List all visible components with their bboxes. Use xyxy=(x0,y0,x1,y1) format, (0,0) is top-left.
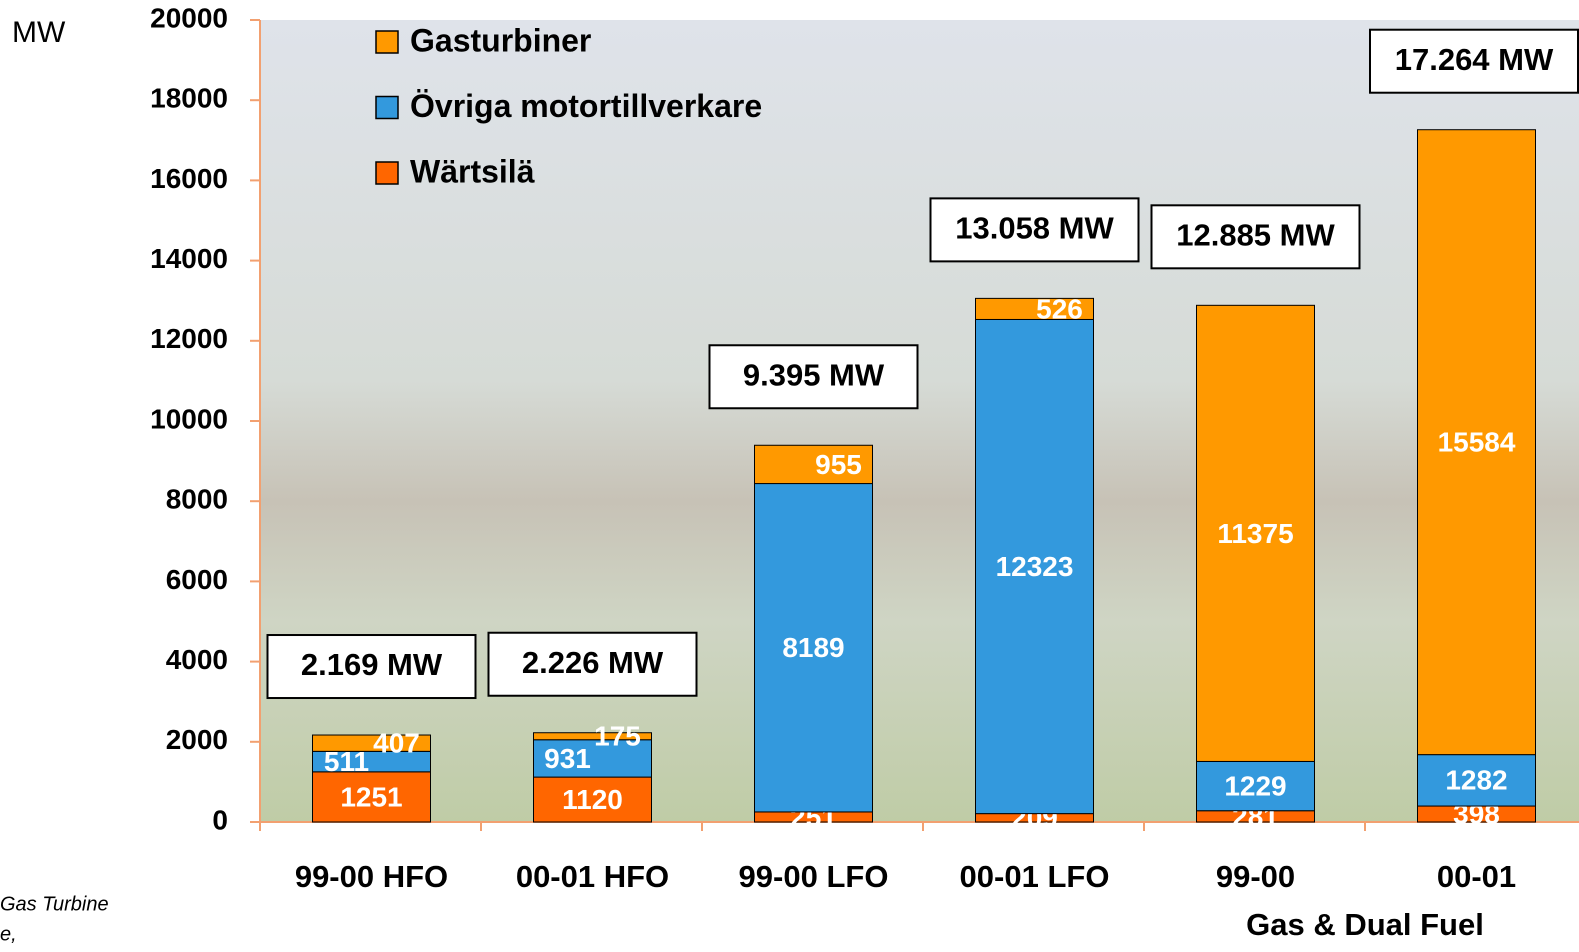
category-group-label: Gas & Dual Fuel xyxy=(1246,907,1484,942)
x-tick-label: 00-01 LFO xyxy=(960,859,1110,894)
value-label: 11375 xyxy=(1217,518,1293,549)
total-label: 13.058 MW xyxy=(955,211,1114,246)
bar-segment xyxy=(1196,760,1315,812)
bar-segment xyxy=(754,483,873,813)
total-box xyxy=(487,631,698,697)
total-label: 12.885 MW xyxy=(1176,217,1335,252)
legend-label: Wärtsilä xyxy=(410,153,535,189)
y-tick-label: 12000 xyxy=(150,323,228,354)
y-tick-label: 6000 xyxy=(166,564,228,595)
value-label: 955 xyxy=(815,449,862,480)
bar-segment xyxy=(1417,129,1536,756)
total-box xyxy=(1150,204,1361,270)
legend-label: Gasturbiner xyxy=(410,22,591,58)
y-tick-label: 8000 xyxy=(166,484,228,515)
y-tick-label: 2000 xyxy=(166,724,228,755)
y-tick-label: 10000 xyxy=(150,403,228,434)
bar-segment xyxy=(533,776,652,823)
legend-swatch xyxy=(375,95,399,120)
value-label: 175 xyxy=(594,721,641,752)
bar-segment xyxy=(312,734,431,752)
bar-segment xyxy=(1196,304,1315,762)
y-unit: MW xyxy=(12,16,66,49)
value-label: 931 xyxy=(544,743,591,774)
y-tick-label: 18000 xyxy=(150,83,228,114)
total-label: 2.169 MW xyxy=(301,647,443,682)
y-tick-label: 14000 xyxy=(150,243,228,274)
value-label: 407 xyxy=(373,728,420,759)
value-label: 526 xyxy=(1036,293,1083,324)
total-box xyxy=(1369,28,1579,94)
legend-swatch xyxy=(375,161,399,185)
footnote: e, xyxy=(0,923,17,945)
value-label: 1120 xyxy=(562,784,623,815)
total-box xyxy=(708,344,919,410)
footnote: Gas Turbine xyxy=(0,893,109,915)
total-box xyxy=(266,634,477,700)
x-tick-label: 99-00 HFO xyxy=(295,859,448,894)
total-label: 17.264 MW xyxy=(1395,42,1554,77)
x-tick-label: 00-01 xyxy=(1437,859,1516,894)
x-tick-label: 99-00 xyxy=(1216,859,1295,894)
legend-label: Övriga motortillverkare xyxy=(410,88,762,124)
bar-segment xyxy=(975,318,1094,815)
total-label: 9.395 MW xyxy=(743,357,885,392)
legend-swatch xyxy=(375,30,399,54)
bar-segment xyxy=(754,444,873,485)
value-label: 1282 xyxy=(1445,765,1507,796)
plot-background xyxy=(260,20,1579,822)
value-label: 1251 xyxy=(340,781,402,812)
y-tick-label: 20000 xyxy=(150,2,228,33)
total-box xyxy=(929,197,1140,263)
value-label: 12323 xyxy=(996,551,1074,582)
y-tick-label: 4000 xyxy=(166,644,228,675)
value-label: 15584 xyxy=(1438,427,1516,458)
value-label: 8189 xyxy=(782,632,844,663)
bar-segment xyxy=(1417,754,1536,807)
x-tick-label: 00-01 HFO xyxy=(516,859,669,894)
bar-segment xyxy=(533,732,652,741)
bar-segment xyxy=(975,297,1094,320)
y-tick-label: 0 xyxy=(212,804,228,835)
y-tick-label: 16000 xyxy=(150,163,228,194)
total-label: 2.226 MW xyxy=(522,645,664,680)
x-tick-label: 99-00 LFO xyxy=(739,859,889,894)
value-label: 1229 xyxy=(1224,770,1286,801)
